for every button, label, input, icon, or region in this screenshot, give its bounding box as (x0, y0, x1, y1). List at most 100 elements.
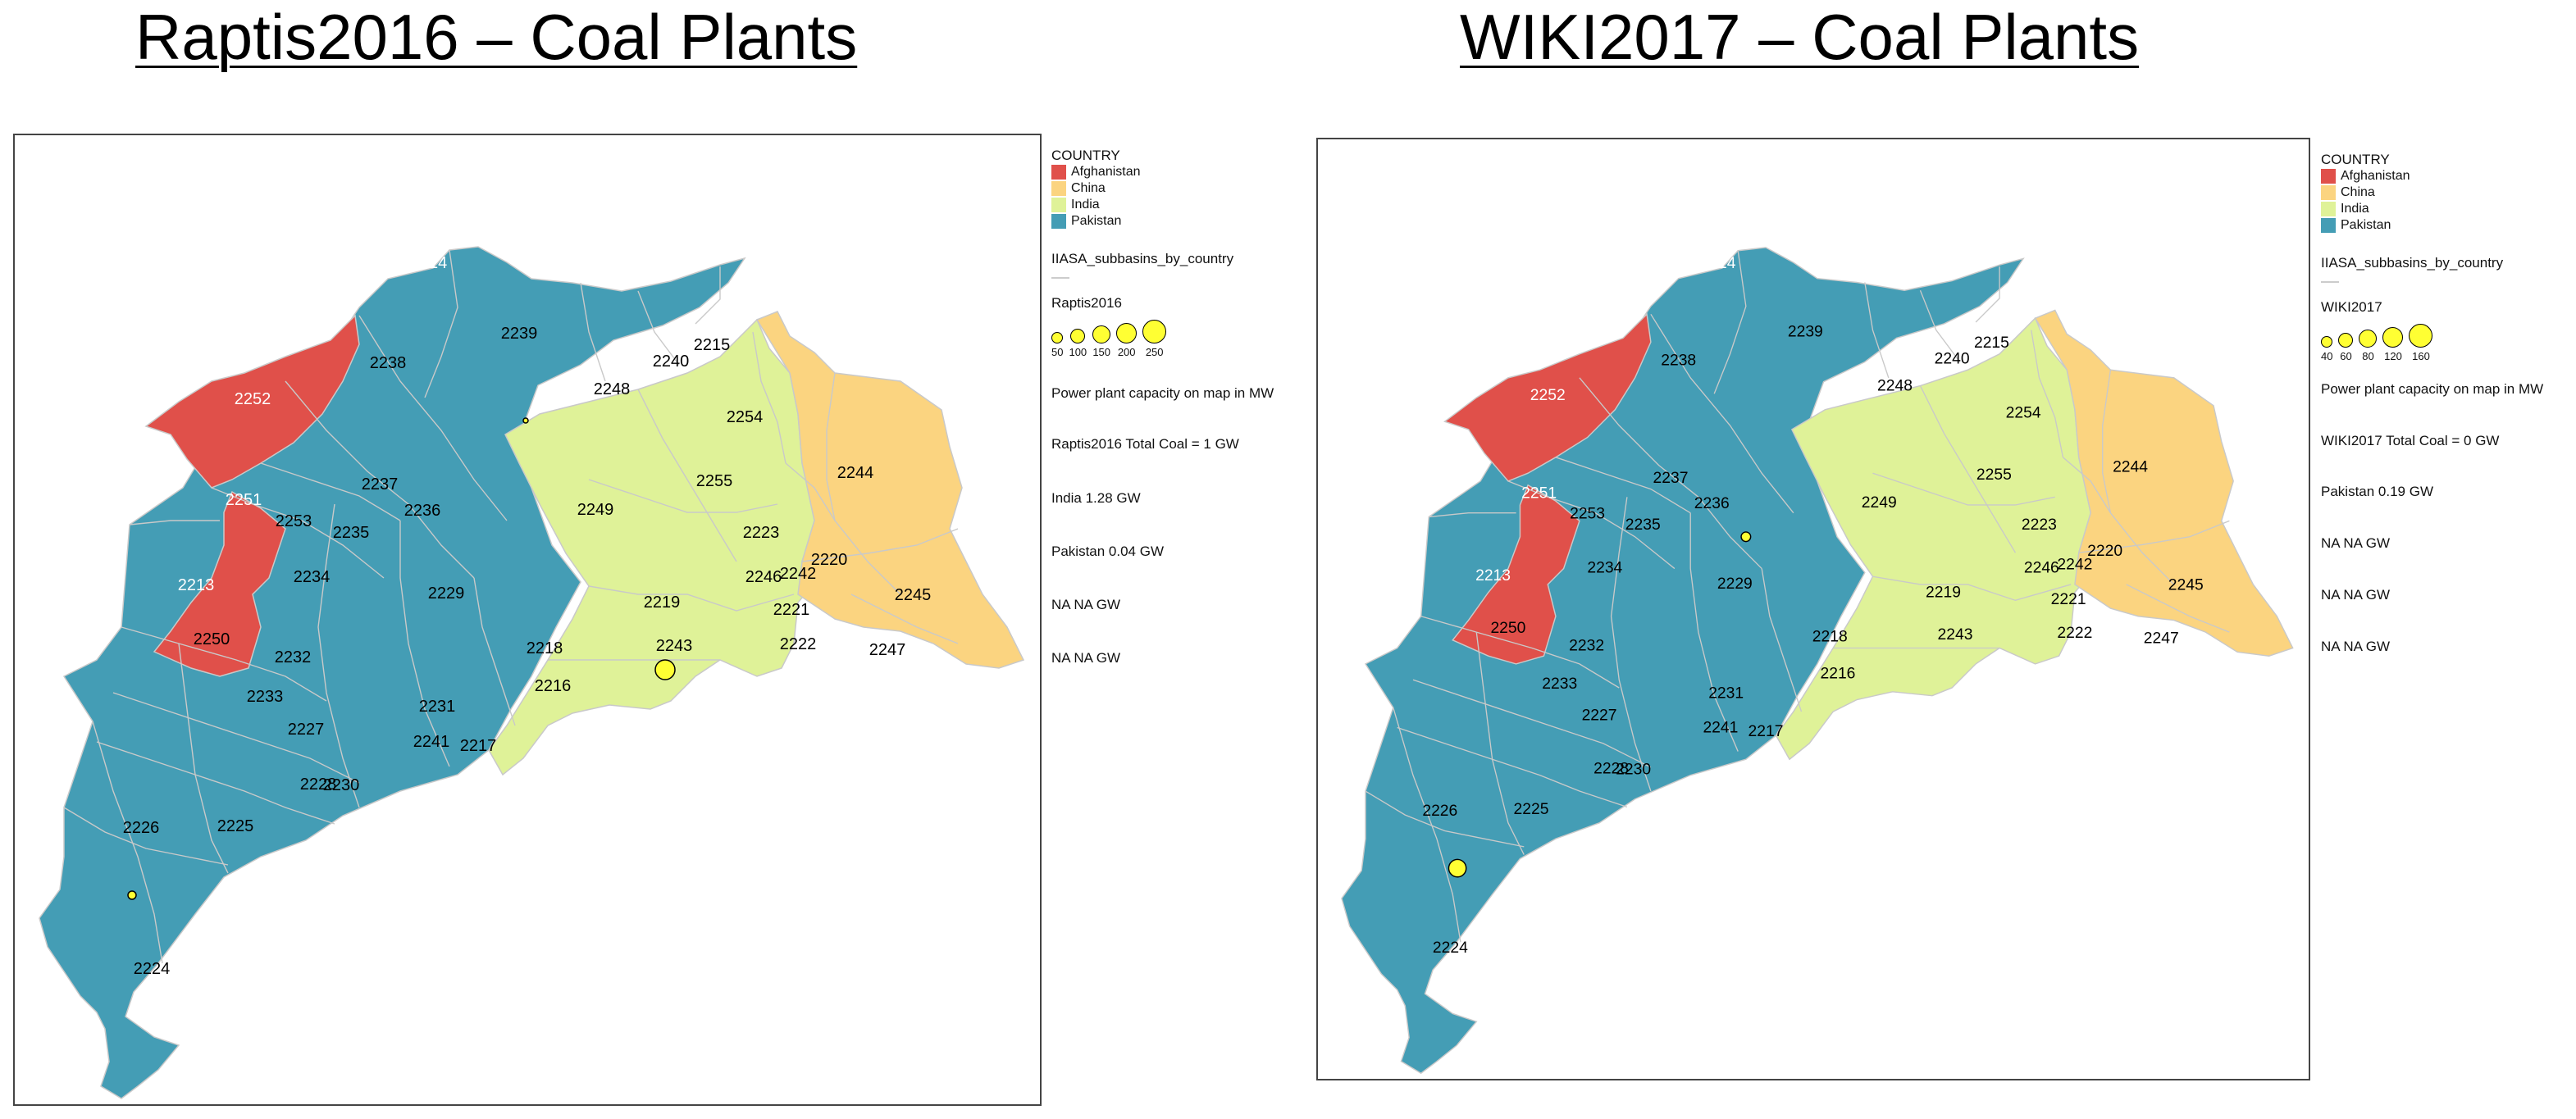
legend-bubble (1070, 329, 1086, 343)
subbasin-label-2240: 2240 (653, 353, 690, 371)
legend-bubble-label: 150 (1092, 346, 1111, 358)
subbasin-label-2250: 2250 (194, 630, 230, 648)
map-frame-wiki2017: 2214 2239 2215 2240 2238 2248 2252 2254 2244 2237… (1316, 138, 2310, 1080)
subbasin-boundary (1650, 313, 1794, 514)
subbasin-boundary (580, 282, 606, 382)
legend-bubble-label: 60 (2340, 350, 2352, 362)
legend-bubble-item: 80 (2359, 330, 2378, 362)
subbasin-label-2241: 2241 (413, 733, 450, 751)
legend-subbasin-line (1051, 277, 1069, 279)
subbasin-label-2225: 2225 (217, 817, 254, 835)
legend-bubble (2338, 333, 2354, 348)
legend-bubble-sizes: 40 60 80 120 160 (2321, 324, 2567, 362)
subbasin-boundary (2078, 520, 2230, 553)
subbasin-label-2224: 2224 (134, 960, 171, 978)
subbasin-label-2247: 2247 (2144, 630, 2179, 648)
subbasin-label-2254: 2254 (727, 408, 764, 426)
subbasin-label-2238: 2238 (1661, 351, 1696, 369)
subbasin-label-2222: 2222 (2057, 624, 2092, 642)
subbasin-label-2229: 2229 (1717, 575, 1753, 593)
legend-bubble-label: 250 (1145, 346, 1164, 358)
subbasin-boundary (317, 503, 360, 808)
legend-bubble (1142, 320, 1167, 343)
legend-stat-3: NA NA GW (1051, 597, 1121, 612)
subbasin-boundary (1412, 679, 1652, 768)
subbasin-boundary (112, 692, 360, 784)
legend-bubble-label: 120 (2384, 350, 2402, 362)
subbasin-boundary (424, 249, 458, 398)
legend-raptis2016: COUNTRY Afghanistan China India Pakistan II… (1051, 148, 1330, 689)
subbasin-label-2249: 2249 (577, 501, 614, 519)
subbasin-label-2251: 2251 (226, 491, 262, 509)
coal-plant-marker-2243[interactable] (654, 659, 676, 680)
legend-stat-3: NA NA GW (2321, 587, 2391, 603)
subbasin-boundary (1393, 707, 1461, 943)
legend-bubble-item: 250 (1142, 320, 1167, 358)
subbasin-boundary (1689, 512, 1739, 752)
legend-bubble (2321, 336, 2333, 348)
subbasin-boundary (1975, 266, 2000, 323)
legend-country-india: India (1051, 197, 1330, 213)
subbasin-label-2236: 2236 (404, 502, 441, 520)
subbasin-boundary (2062, 457, 2175, 585)
legend-country-china: China (1051, 180, 1330, 197)
subbasin-label-2223: 2223 (743, 524, 780, 542)
subbasin-label-2241: 2241 (1703, 718, 1738, 736)
subbasin-label-2233: 2233 (1542, 675, 1577, 693)
coal-plant-marker-2229[interactable] (1740, 531, 1752, 543)
legend-stat-1: Pakistan 0.19 GW (2321, 484, 2434, 499)
subbasin-boundary (63, 807, 229, 866)
subbasin-label-2243: 2243 (656, 637, 693, 655)
country-region-china (2034, 309, 2294, 657)
subbasin-boundary (2102, 370, 2112, 513)
subbasin-label-2240: 2240 (1935, 349, 1970, 367)
subbasin-label-2235: 2235 (333, 524, 370, 542)
coal-plant-marker-2249[interactable] (522, 417, 529, 424)
subbasin-label-2244: 2244 (2113, 457, 2148, 475)
legend-country-pakistan: Pakistan (2321, 217, 2567, 234)
legend-country-afghanistan: Afghanistan (2321, 168, 2567, 184)
subbasin-label-2233: 2233 (247, 688, 284, 706)
legend-swatch-label: Afghanistan (1071, 165, 1141, 179)
legend-subbasin-line (2321, 281, 2339, 283)
subbasin-boundary (1475, 632, 1525, 855)
subbasin-label-2245: 2245 (2168, 576, 2204, 594)
legend-stat-total: WIKI2017 Total Coal = 0 GW (2321, 433, 2500, 448)
subbasin-boundary (637, 389, 737, 562)
subbasin-label-2254: 2254 (2006, 403, 2041, 421)
subbasin-label-2229: 2229 (428, 585, 465, 603)
subbasin-boundary (2126, 584, 2230, 633)
coal-plant-marker-2224[interactable] (1448, 858, 1467, 878)
legend-country-title: COUNTRY (1051, 148, 1120, 163)
subbasin-label-2232: 2232 (275, 648, 312, 666)
subbasin-label-2242: 2242 (780, 565, 817, 583)
subbasin-label-2253: 2253 (276, 512, 312, 530)
legend-stat-total: Raptis2016 Total Coal = 1 GW (1051, 436, 1239, 452)
subbasin-boundary (801, 528, 959, 562)
legend-swatch-label: Pakistan (2341, 218, 2391, 232)
legend-stat-2: NA NA GW (2321, 535, 2391, 551)
subbasin-boundary (178, 643, 229, 874)
subbasin-label-2213: 2213 (178, 576, 215, 594)
subbasin-boundary (1872, 472, 2055, 506)
coal-plant-marker-2224[interactable] (127, 890, 137, 900)
legend-bubble (1092, 325, 1111, 343)
subbasin-label-2215: 2215 (694, 336, 731, 354)
subbasin-label-2239: 2239 (501, 325, 538, 343)
subbasin-boundary (399, 521, 450, 767)
legend-dataset-title: WIKI2017 (2321, 299, 2382, 315)
legend-swatch (2321, 202, 2336, 216)
subbasin-label-2230: 2230 (1616, 761, 1651, 779)
panel-title-wiki2017: WIKI2017 – Coal Plants (1460, 1, 2140, 73)
subbasin-label-2238: 2238 (370, 354, 407, 372)
legend-subbasin-layer: IIASA_subbasins_by_country (1051, 251, 1234, 266)
subbasin-label-2245: 2245 (895, 586, 932, 604)
subbasin-label-2249: 2249 (1862, 494, 1897, 512)
legend-bubble-item: 120 (2382, 327, 2404, 362)
legend-swatch (1051, 181, 1066, 196)
subbasin-label-2239: 2239 (1788, 322, 1823, 340)
legend-swatch-label: China (1071, 181, 1106, 195)
subbasin-boundary (1761, 568, 1803, 712)
